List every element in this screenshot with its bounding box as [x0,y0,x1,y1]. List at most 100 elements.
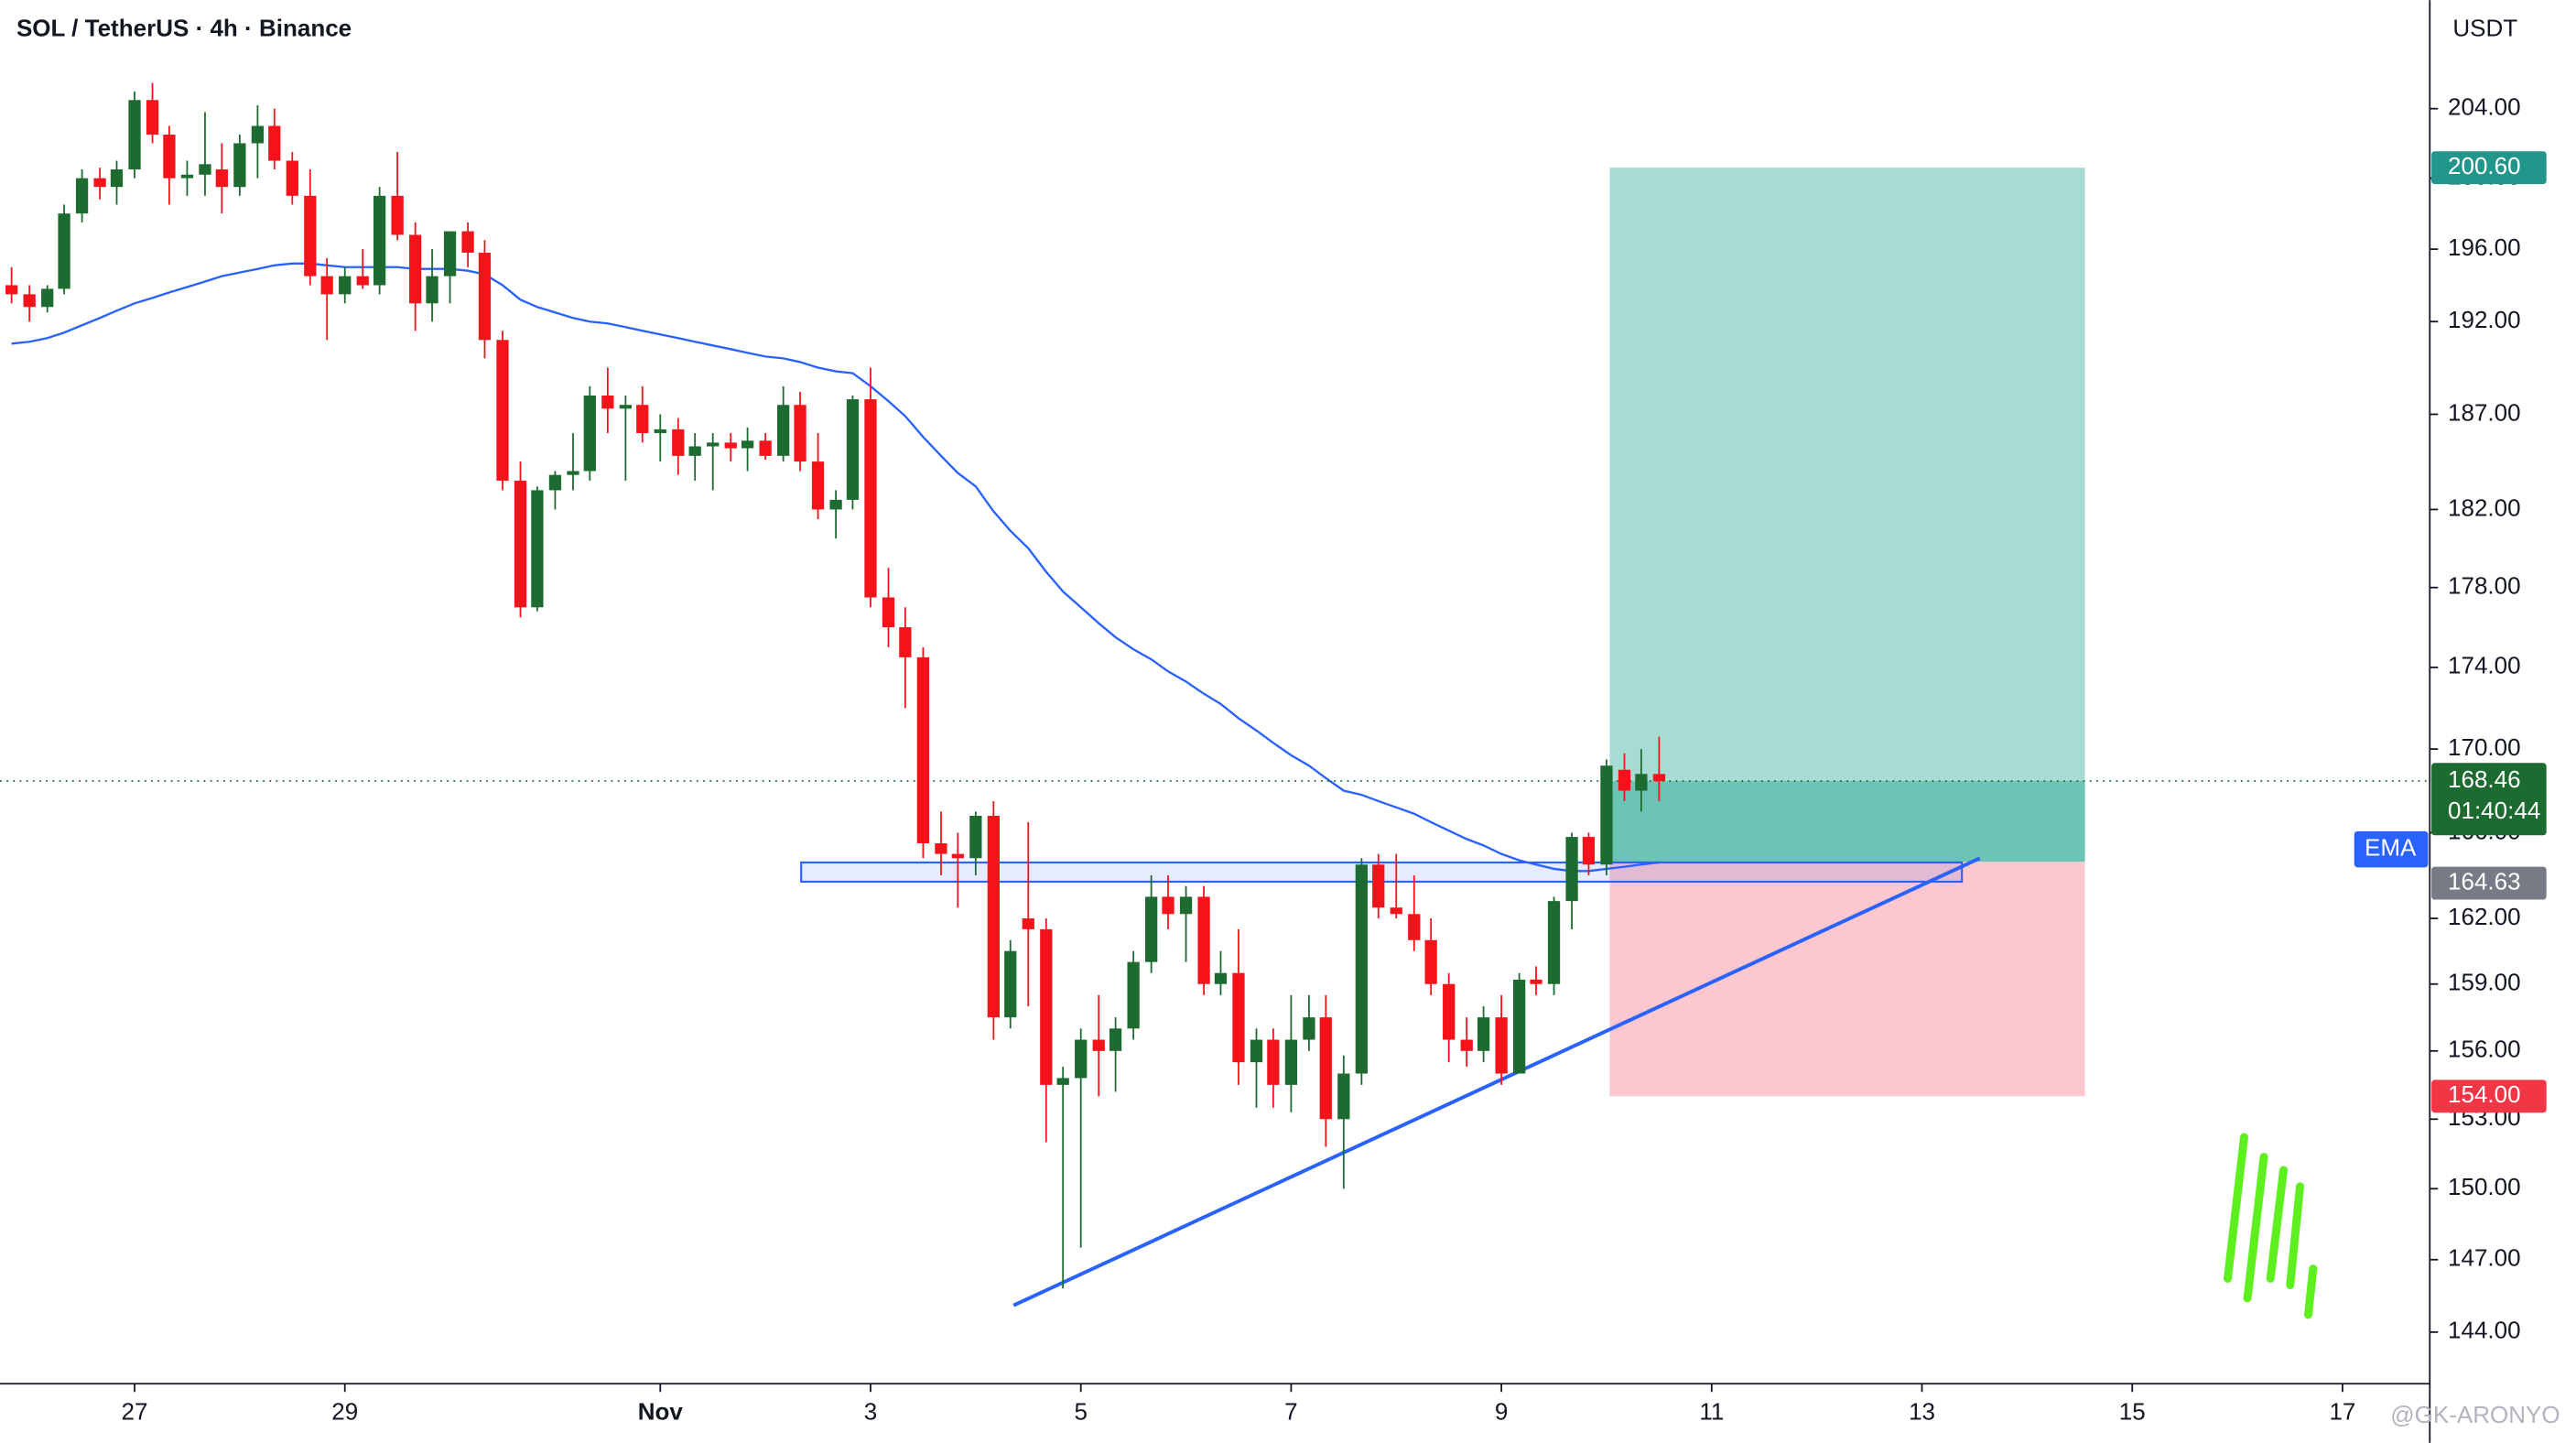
plot-area [0,82,2430,1307]
y-tick-label: 187.00 [2448,398,2521,426]
candle-body [1004,950,1017,1018]
x-tick-label: 3 [864,1397,877,1425]
countdown: 01:40:44 [2448,797,2540,824]
candle-body [163,134,176,179]
candle-body [1495,1017,1508,1074]
candle-body [426,276,438,304]
candle-body [882,597,895,628]
candle-body [304,195,317,277]
candle-body [215,169,228,188]
candle-body [1582,837,1596,865]
x-tick-label: Nov [638,1397,684,1425]
candle-body [1267,1039,1280,1085]
candle-body [75,178,89,214]
y-tick-label: 156.00 [2448,1036,2521,1063]
candle-body [1319,1017,1332,1120]
candle-body [461,231,474,254]
candle-body [1337,1073,1350,1120]
logo [2224,1133,2318,1319]
target-tag [2431,151,2547,185]
candle-body [601,396,614,409]
y-tick-label: 144.00 [2448,1317,2521,1344]
candle-body [619,405,633,409]
candle-body [1477,1017,1490,1051]
candle-body [146,100,159,135]
candle-body [567,471,579,475]
x-tick-label: 29 [331,1397,358,1425]
candle-body [1600,765,1613,865]
x-tick-label: 27 [122,1397,148,1425]
candle-body [1040,928,1053,1085]
x-tick-label: 5 [1074,1397,1087,1425]
candle-body [987,816,1001,1018]
candle-body [777,405,790,456]
y-tick-label: 162.00 [2448,903,2521,930]
y-tick-label: 147.00 [2448,1244,2521,1272]
candle-body [1075,1039,1088,1079]
x-tick-label: 15 [2119,1397,2146,1425]
last-price-tag [2431,763,2547,836]
candle-body [1618,769,1631,791]
watermark: @GK-ARONYO [2390,1401,2560,1428]
candle-body [268,125,281,161]
candle-body [1565,837,1578,902]
last-price-label: 168.46 [2448,765,2521,793]
candle-body [1635,774,1648,791]
ema-tag [2354,830,2429,868]
candle-body [1284,1039,1298,1085]
y-tick-label: 174.00 [2448,652,2521,679]
candle-body [1179,896,1193,915]
candle-body [251,125,265,144]
candle-body [583,396,596,472]
candle-body [741,440,754,449]
x-tick-label: 7 [1284,1397,1297,1425]
x-tick-label: 11 [1699,1397,1724,1425]
candle-body [672,429,685,456]
candle-body [951,853,964,859]
candle-body [1424,939,1437,984]
candle-body [829,499,842,510]
candle-body [864,399,877,598]
candle-body [688,446,701,456]
candle-body [1250,1039,1263,1063]
target-zone [1609,168,2085,863]
y-tick-label: 178.00 [2448,572,2521,600]
x-tick-label: 9 [1495,1397,1508,1425]
trendline [1012,856,1981,1307]
quote-currency: USDT [2452,14,2517,41]
y-tick-label: 192.00 [2448,306,2521,333]
y-tick-label: 196.00 [2448,233,2521,261]
candle-body [1652,774,1666,782]
candle-body [1355,864,1368,1074]
candle-body [443,231,457,277]
candle-body [23,294,36,308]
x-tick-label: 13 [1909,1397,1935,1425]
candle-body [1232,972,1245,1063]
candle-body [707,442,720,447]
candle-body [636,405,649,434]
candle-body [969,816,982,859]
x-tick-label: 17 [2329,1397,2355,1425]
y-tick-label: 159.00 [2448,969,2521,996]
candle-body [548,474,562,491]
candle-body [759,440,772,456]
stop-zone [1609,862,2085,1097]
candle-body [180,174,194,179]
open-profit-zone [1609,781,2085,863]
candle-body [356,276,369,286]
candle-body [514,480,527,608]
entry-tag-label: 164.63 [2448,867,2521,895]
candle-body [899,627,912,657]
entry-tag [2431,866,2547,900]
candle-body [110,169,124,188]
candle-body [1197,896,1210,984]
ema-line [11,262,1660,873]
candle-body [724,442,737,449]
ema-tag-label: EMA [2365,833,2417,861]
candle-body [794,405,806,462]
candle-body [1547,901,1561,984]
candle-body [916,656,930,844]
candle-body [339,276,352,295]
